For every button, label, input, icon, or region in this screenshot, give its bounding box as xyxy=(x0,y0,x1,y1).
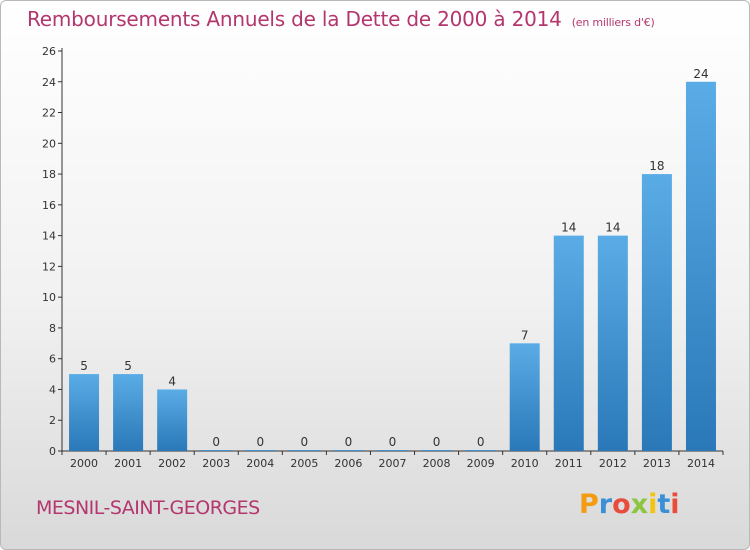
y-tick-label: 12 xyxy=(42,260,56,273)
y-tick-label: 22 xyxy=(42,107,56,120)
chart-unit: (en milliers d'€) xyxy=(571,16,655,29)
x-tick-label: 2005 xyxy=(290,457,318,470)
x-tick-label: 2011 xyxy=(555,457,583,470)
bar xyxy=(69,374,100,451)
data-label: 0 xyxy=(345,435,353,449)
data-label: 14 xyxy=(605,221,620,235)
x-tick-label: 2001 xyxy=(114,457,142,470)
y-tick-label: 16 xyxy=(42,199,56,212)
bar xyxy=(597,235,628,451)
data-label: 0 xyxy=(212,435,220,449)
data-label: 0 xyxy=(477,435,485,449)
y-tick-label: 0 xyxy=(49,445,56,458)
y-tick-label: 6 xyxy=(49,353,56,366)
commune-name: MESNIL-SAINT-GEORGES xyxy=(36,497,260,519)
logo-letter: o xyxy=(612,489,631,520)
data-label: 24 xyxy=(693,67,708,81)
y-tick-label: 10 xyxy=(42,291,56,304)
logo-letter: P xyxy=(579,489,599,520)
y-tick-label: 8 xyxy=(49,322,56,335)
x-tick-label: 2008 xyxy=(423,457,451,470)
logo-letter: i xyxy=(648,489,658,520)
y-tick-label: 4 xyxy=(49,383,56,396)
x-tick-label: 2002 xyxy=(158,457,186,470)
data-label: 7 xyxy=(521,328,529,342)
x-tick-label: 2000 xyxy=(70,457,98,470)
y-tick-label: 24 xyxy=(42,76,56,89)
y-tick-label: 14 xyxy=(42,230,56,243)
bar xyxy=(553,235,584,451)
x-tick-label: 2004 xyxy=(246,457,274,470)
logo-letter: i xyxy=(670,489,680,520)
data-label: 14 xyxy=(561,221,576,235)
bar xyxy=(113,374,144,451)
data-label: 0 xyxy=(433,435,441,449)
logo-letter: x xyxy=(630,489,649,520)
x-tick-label: 2006 xyxy=(334,457,362,470)
x-tick-label: 2010 xyxy=(511,457,539,470)
bar xyxy=(333,450,364,451)
y-tick-label: 18 xyxy=(42,168,56,181)
chart-title-text: Remboursements Annuels de la Dette de 20… xyxy=(27,7,562,31)
bar xyxy=(157,389,188,451)
bar xyxy=(685,81,716,452)
y-tick-label: 26 xyxy=(42,45,56,58)
x-tick-label: 2007 xyxy=(379,457,407,470)
data-label: 5 xyxy=(124,359,132,373)
bar xyxy=(289,450,320,451)
bar xyxy=(641,174,672,452)
bar xyxy=(509,343,540,451)
logo-letter: r xyxy=(598,489,613,520)
x-tick-label: 2012 xyxy=(599,457,627,470)
bar xyxy=(201,450,232,451)
bar xyxy=(421,450,452,451)
x-tick-label: 2003 xyxy=(202,457,230,470)
x-tick-label: 2014 xyxy=(687,457,715,470)
x-tick-label: 2009 xyxy=(467,457,495,470)
bar xyxy=(465,450,496,451)
x-tick-label: 2013 xyxy=(643,457,671,470)
data-label: 0 xyxy=(256,435,264,449)
chart-title: Remboursements Annuels de la Dette de 20… xyxy=(27,7,655,31)
data-label: 5 xyxy=(80,359,88,373)
proxiti-logo[interactable]: Proxiti xyxy=(579,489,680,520)
data-label: 4 xyxy=(168,374,176,388)
y-tick-label: 2 xyxy=(49,414,56,427)
bar xyxy=(245,450,276,451)
data-label: 0 xyxy=(389,435,397,449)
data-label: 0 xyxy=(301,435,309,449)
y-tick-label: 20 xyxy=(42,137,56,150)
data-label: 18 xyxy=(649,159,664,173)
bar xyxy=(377,450,408,451)
logo-letter: t xyxy=(657,489,671,520)
